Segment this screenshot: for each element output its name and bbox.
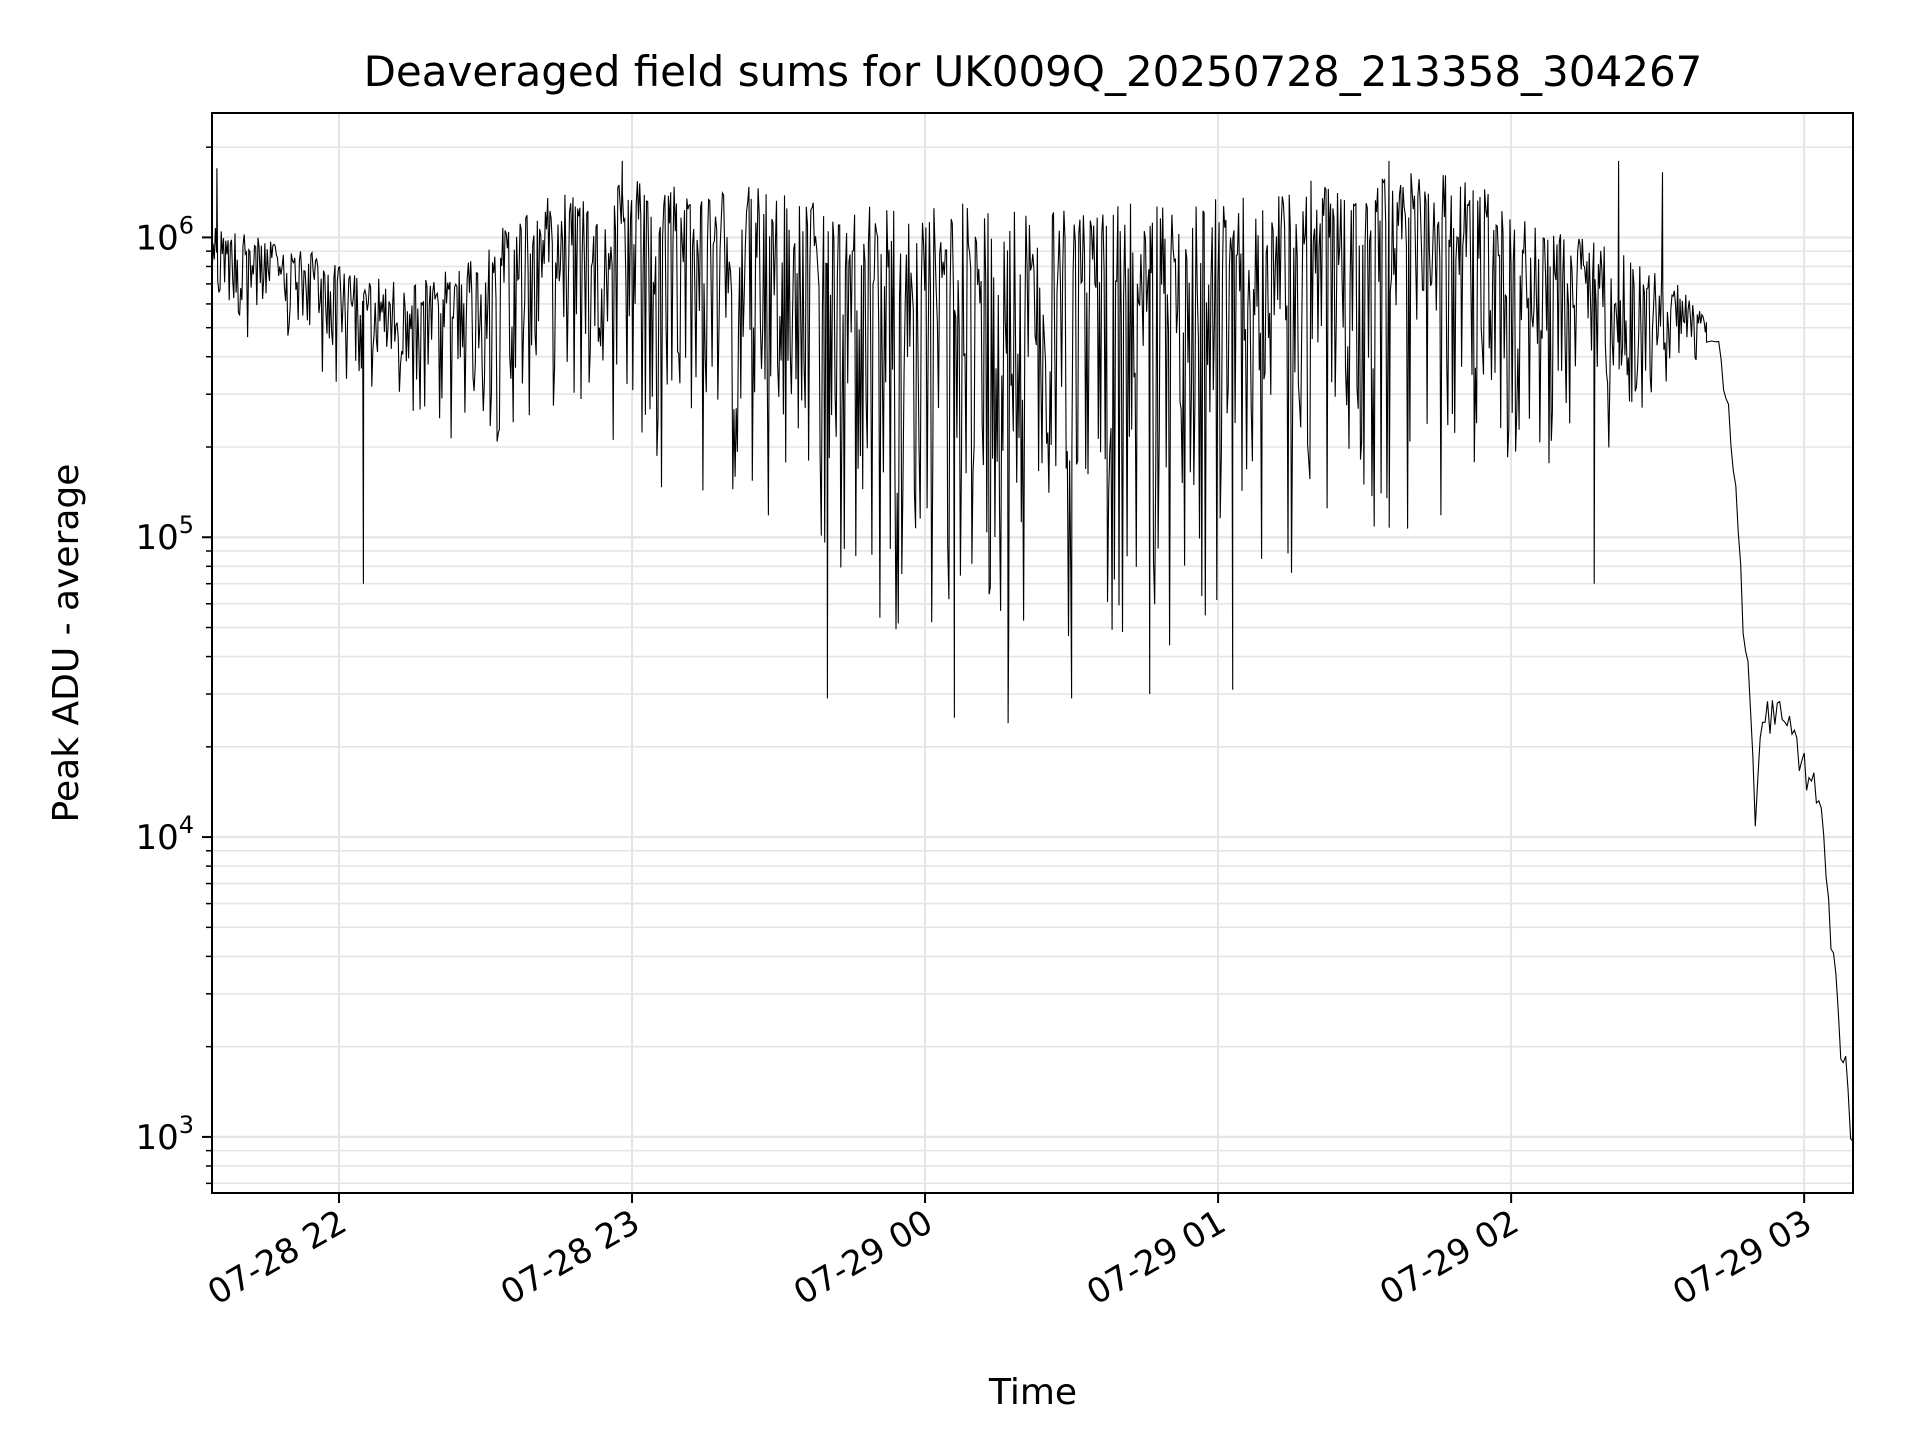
chart-title: Deaveraged field sums for UK009Q_2025072… bbox=[364, 47, 1703, 96]
x-tick-label: 07-28 22 bbox=[201, 1202, 353, 1313]
x-tick-label: 07-28 23 bbox=[494, 1202, 646, 1313]
series-line bbox=[211, 160, 1854, 1142]
x-tick-label: 07-29 00 bbox=[787, 1202, 939, 1313]
y-tick-label: 105 bbox=[135, 511, 194, 558]
y-axis-label: Peak ADU - average bbox=[46, 464, 87, 823]
y-tick-label: 103 bbox=[135, 1111, 194, 1158]
series-group bbox=[211, 160, 1854, 1142]
grid-lines bbox=[212, 113, 1853, 1193]
x-tick-label: 07-29 02 bbox=[1373, 1202, 1525, 1313]
y-tick-label: 104 bbox=[135, 811, 194, 858]
x-axis-label: Time bbox=[988, 1372, 1077, 1413]
y-tick-label: 106 bbox=[135, 211, 194, 258]
y-axis: 103 104 105 106 bbox=[135, 146, 212, 1185]
x-tick-label: 07-29 03 bbox=[1666, 1202, 1818, 1313]
x-axis: 07-28 22 07-28 23 07-29 00 07-29 01 07-29 02… bbox=[201, 1193, 1819, 1313]
x-tick-label: 07-29 01 bbox=[1080, 1202, 1232, 1313]
plot-frame bbox=[211, 112, 1854, 1194]
